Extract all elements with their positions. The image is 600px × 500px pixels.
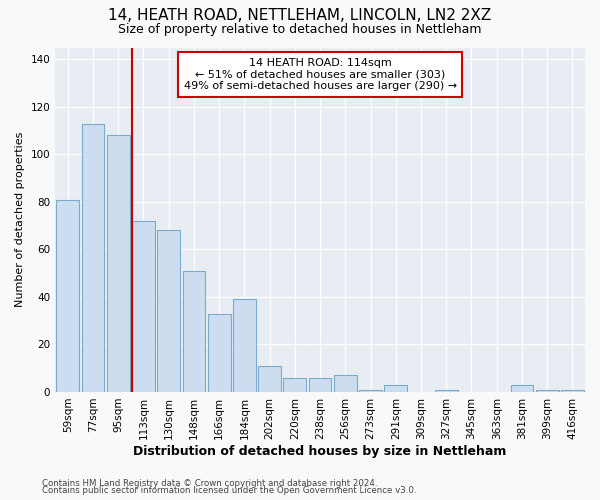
Bar [157, 230, 180, 392]
Bar [107, 136, 130, 392]
Bar [359, 390, 382, 392]
Text: 14, HEATH ROAD, NETTLEHAM, LINCOLN, LN2 2XZ: 14, HEATH ROAD, NETTLEHAM, LINCOLN, LN2 … [109, 8, 491, 22]
Y-axis label: Number of detached properties: Number of detached properties [15, 132, 25, 308]
Bar [385, 385, 407, 392]
Bar [82, 124, 104, 392]
Text: Size of property relative to detached houses in Nettleham: Size of property relative to detached ho… [118, 22, 482, 36]
Bar [56, 200, 79, 392]
Bar [435, 390, 458, 392]
Text: 14 HEATH ROAD: 114sqm
← 51% of detached houses are smaller (303)
49% of semi-det: 14 HEATH ROAD: 114sqm ← 51% of detached … [184, 58, 457, 91]
Bar [561, 390, 584, 392]
Bar [233, 300, 256, 392]
Bar [309, 378, 331, 392]
Text: Contains public sector information licensed under the Open Government Licence v3: Contains public sector information licen… [42, 486, 416, 495]
Text: Contains HM Land Registry data © Crown copyright and database right 2024.: Contains HM Land Registry data © Crown c… [42, 478, 377, 488]
Bar [283, 378, 306, 392]
X-axis label: Distribution of detached houses by size in Nettleham: Distribution of detached houses by size … [133, 444, 507, 458]
Bar [536, 390, 559, 392]
Bar [511, 385, 533, 392]
Bar [258, 366, 281, 392]
Bar [182, 271, 205, 392]
Bar [132, 221, 155, 392]
Bar [334, 376, 356, 392]
Bar [208, 314, 230, 392]
